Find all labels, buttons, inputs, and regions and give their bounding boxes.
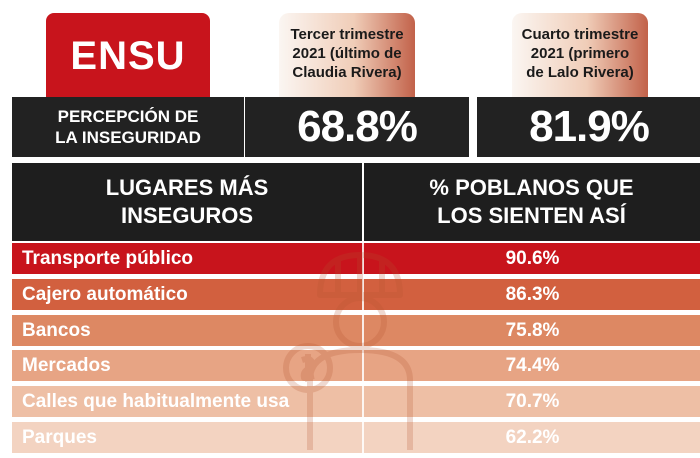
metric-label-line: PERCEPCIÓN DE xyxy=(57,107,199,126)
caption-line: de Lalo Rivera) xyxy=(526,64,634,81)
percent-value: 75.8% xyxy=(505,319,560,341)
caption-line: Claudia Rivera) xyxy=(292,64,402,81)
table-header: LUGARES MÁS INSEGUROS % POBLANOS QUE LOS… xyxy=(12,163,700,241)
metric-label-line: LA INSEGURIDAD xyxy=(55,128,201,147)
row-divider xyxy=(362,314,364,346)
quarter-4-value: 81.9% xyxy=(477,97,700,157)
row-divider xyxy=(362,386,364,418)
row-divider xyxy=(362,422,364,453)
caption-line: 2021 (primero xyxy=(530,45,630,62)
column-header-line: LOS SIENTEN ASÍ xyxy=(437,203,626,228)
table-row: Parques 62.2% xyxy=(12,422,700,453)
row-divider xyxy=(362,350,364,382)
percent-value: 86.3% xyxy=(505,283,560,305)
place-label: Transporte público xyxy=(22,248,194,269)
column-header-percent: % POBLANOS QUE LOS SIENTEN ASÍ xyxy=(362,163,700,241)
quarter-3-value: 68.8% xyxy=(245,97,469,157)
place-label: Calles que habitualmente usa xyxy=(22,391,290,413)
column-header-line: % POBLANOS QUE xyxy=(429,175,634,200)
column-header-line: LUGARES MÁS xyxy=(105,175,269,200)
ensu-badge: ENSU xyxy=(46,13,210,99)
percent-value: 90.6% xyxy=(505,248,560,269)
percent-value: 74.4% xyxy=(505,355,560,377)
caption-line: 2021 (último de xyxy=(292,45,402,62)
percent-value: 62.2% xyxy=(505,427,560,448)
metric-label: PERCEPCIÓN DE LA INSEGURIDAD xyxy=(12,97,244,157)
caption-line: Cuarto trimestre xyxy=(521,26,639,43)
quarter-4-caption: Cuarto trimestre 2021 (primero de Lalo R… xyxy=(512,13,648,101)
row-divider xyxy=(362,243,364,274)
table-row: Transporte público 90.6% xyxy=(12,243,700,274)
table-body: Transporte público 90.6% Cajero automático… xyxy=(12,243,700,453)
caption-line: Tercer trimestre xyxy=(290,26,404,43)
place-label: Cajero automático xyxy=(22,283,188,305)
row-divider xyxy=(362,278,364,310)
table-row: Bancos 75.8% xyxy=(12,314,700,346)
place-label: Bancos xyxy=(22,319,91,341)
table-row: Cajero automático 86.3% xyxy=(12,278,700,310)
place-label: Parques xyxy=(22,427,97,448)
quarter-3-caption: Tercer trimestre 2021 (último de Claudia… xyxy=(279,13,415,101)
place-label: Mercados xyxy=(22,355,111,377)
column-header-places: LUGARES MÁS INSEGUROS xyxy=(12,163,362,241)
table-row: Mercados 74.4% xyxy=(12,350,700,382)
column-header-line: INSEGUROS xyxy=(120,203,254,228)
header-divider xyxy=(362,163,364,241)
percent-value: 70.7% xyxy=(505,391,560,413)
table-row: Calles que habitualmente usa 70.7% xyxy=(12,386,700,418)
